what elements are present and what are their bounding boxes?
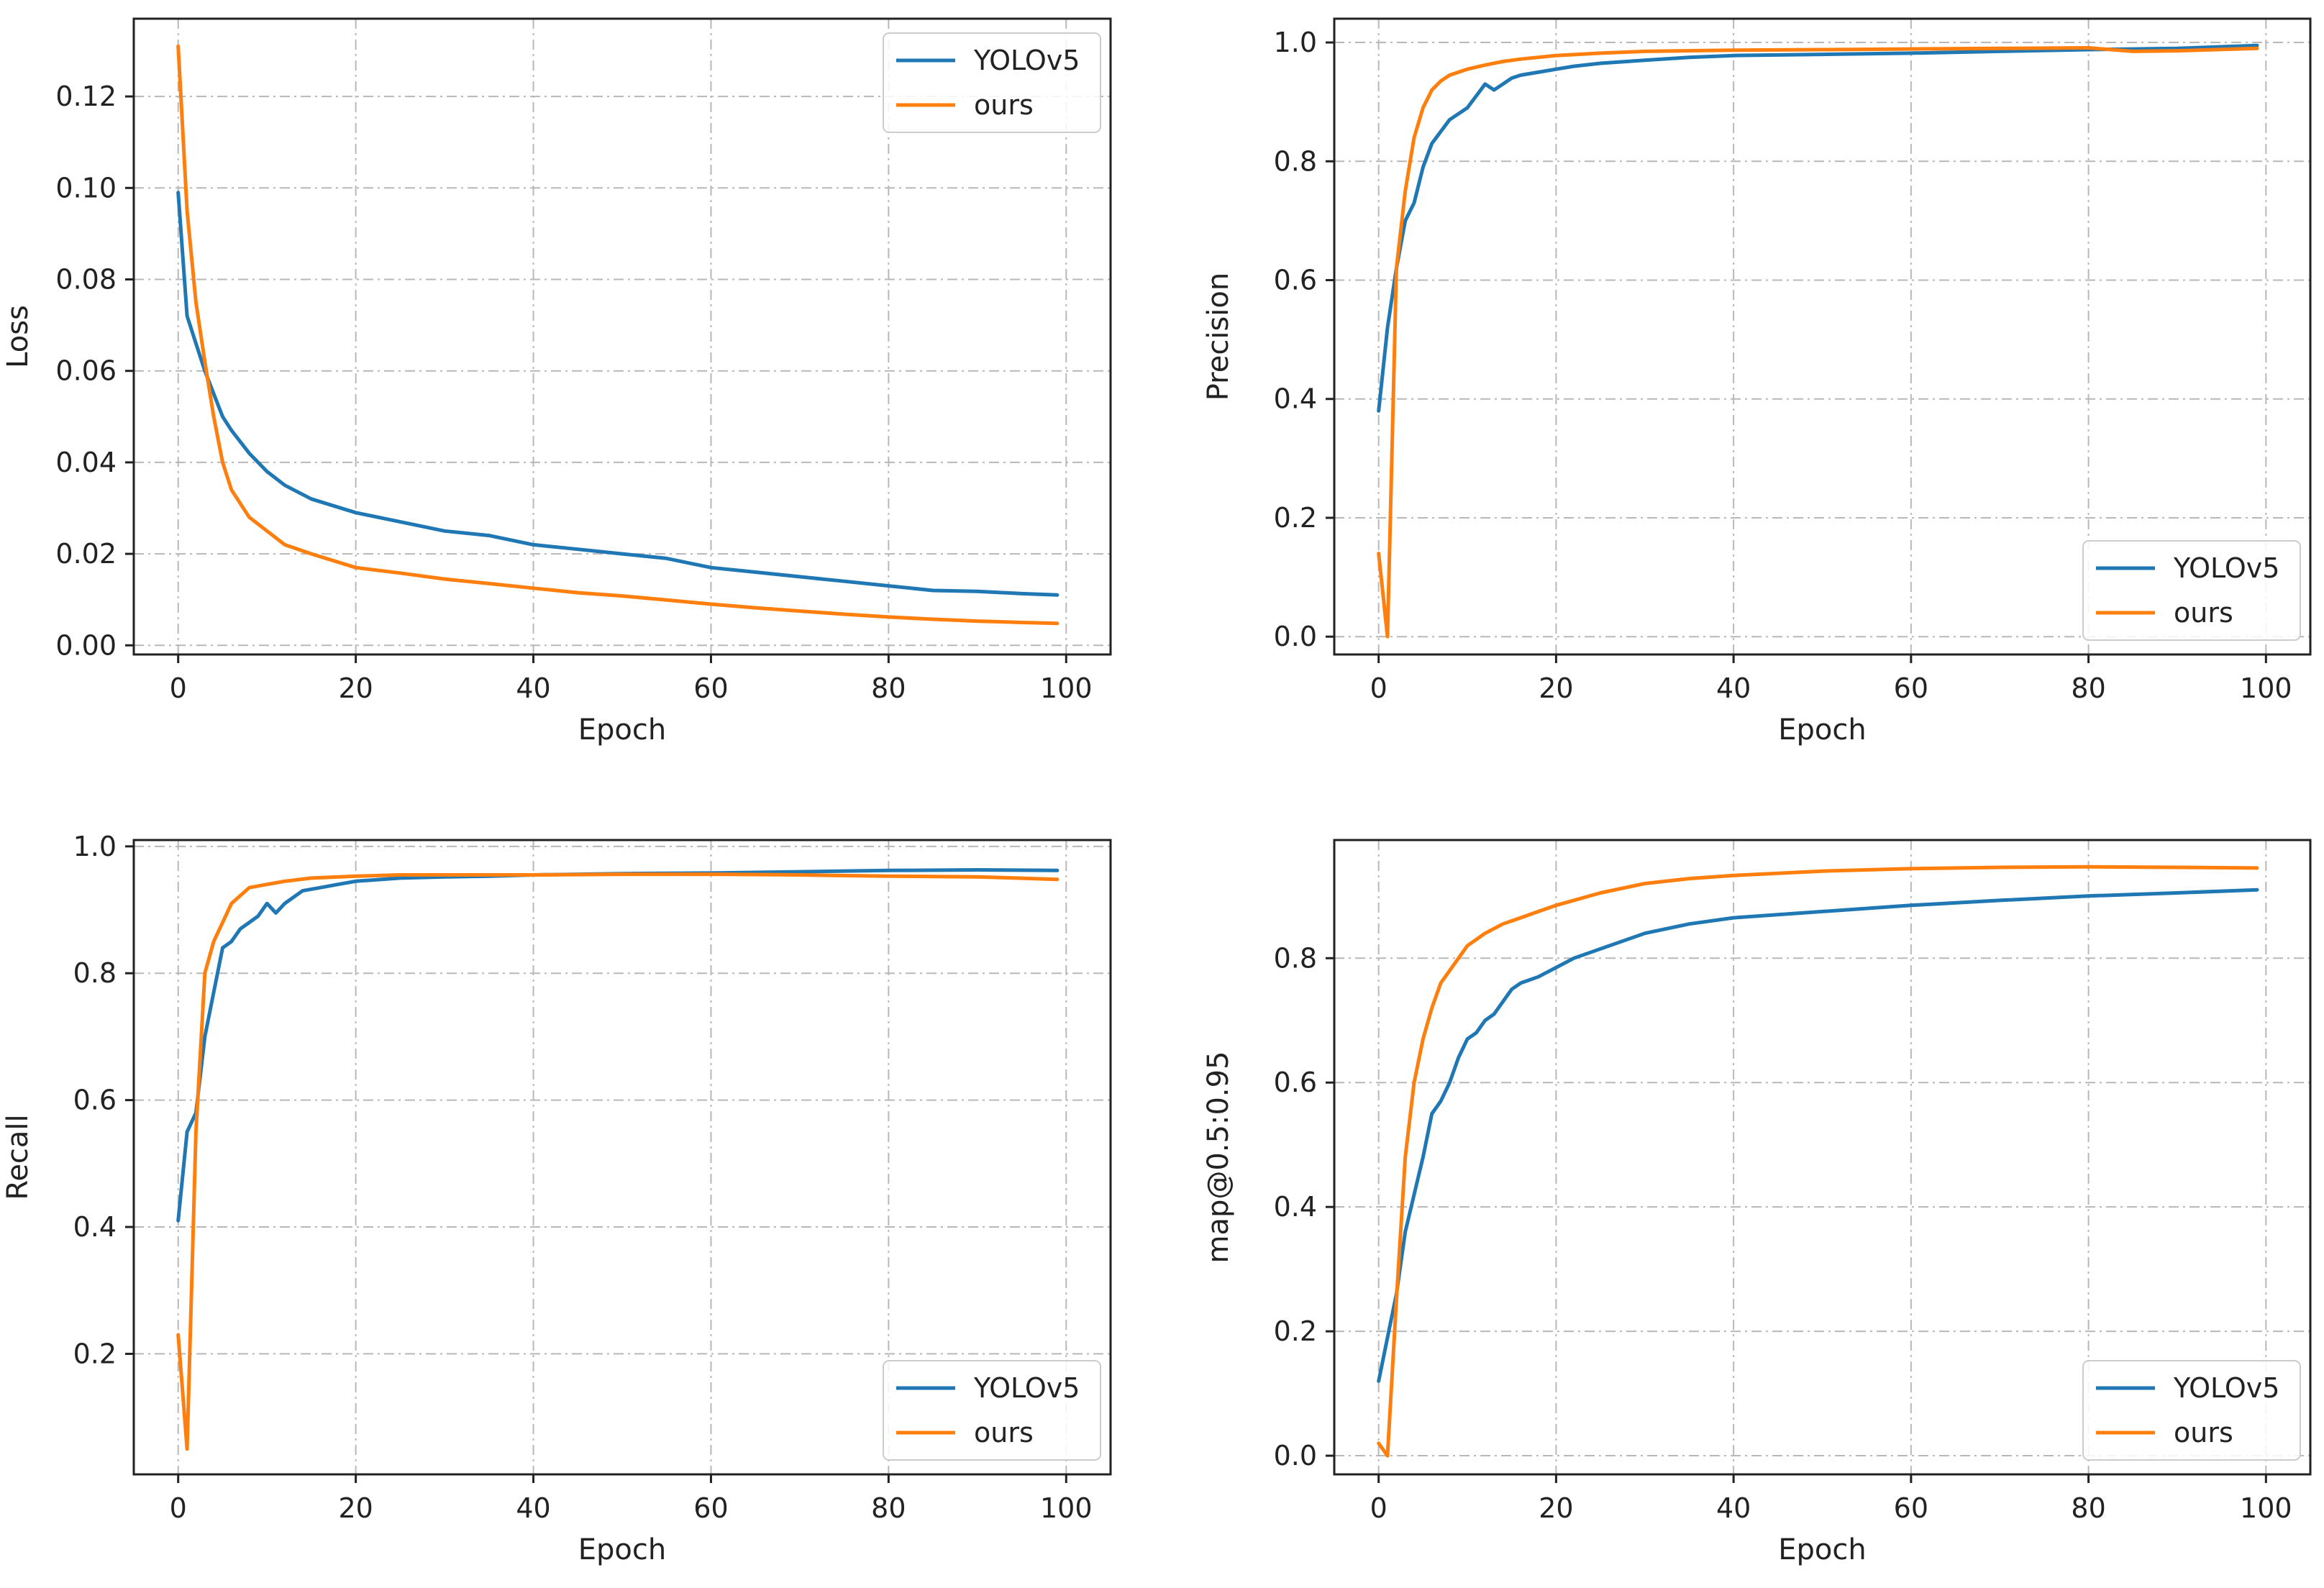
legend: YOLOv5 ours	[2082, 540, 2301, 641]
legend-label: YOLOv5	[973, 45, 1080, 76]
x-tick-label: 20	[338, 672, 373, 704]
y-tick-label: 0.06	[55, 355, 117, 387]
y-tick-label: 0.8	[73, 957, 117, 989]
map-chart: 0 20 40 60 80 100 0.0 0.2 0.4 0.6 0.8 Epoch map@0.5:…	[1202, 839, 2312, 1566]
legend-frame	[883, 32, 1101, 133]
x-tick-label: 100	[1040, 1492, 1093, 1524]
x-tick-label: 60	[693, 672, 728, 704]
x-tick-label: 0	[170, 672, 187, 704]
y-tick-label: 0.4	[1274, 1191, 1317, 1223]
y-tick-label: 0.00	[55, 629, 117, 661]
x-tick-label: 40	[516, 672, 550, 704]
series-line-yolov5	[1377, 43, 2259, 413]
y-tick-label: 0.2	[1274, 1315, 1317, 1347]
y-tick-label: 0.6	[1274, 1067, 1317, 1098]
y-tick-label: 0.2	[73, 1338, 117, 1369]
x-axis-label: Epoch	[578, 713, 666, 747]
y-tick-label: 1.0	[1274, 27, 1317, 58]
y-tick-label: 0.6	[1274, 265, 1317, 296]
x-tick-label: 0	[1370, 1492, 1387, 1524]
axes-frame	[1333, 839, 2312, 1476]
x-tick-label: 60	[1894, 1492, 1928, 1524]
axes-frame	[132, 17, 1112, 656]
y-tick-label: 0.12	[55, 81, 117, 112]
y-tick-label: 0.0	[1274, 1440, 1317, 1471]
y-tick-label: 0.10	[55, 172, 117, 204]
legend-label: YOLOv5	[2173, 1372, 2279, 1404]
y-tick-label: 0.8	[1274, 942, 1317, 974]
x-tick-label: 20	[1539, 672, 1573, 704]
y-tick-label: 0.8	[1274, 145, 1317, 177]
y-tick-label: 0.0	[1274, 621, 1317, 652]
x-tick-label: 80	[2071, 1492, 2105, 1524]
y-tick-label: 0.4	[73, 1211, 117, 1243]
y-tick-label: 1.0	[73, 831, 117, 862]
legend: YOLOv5 ours	[883, 32, 1101, 133]
x-tick-label: 40	[516, 1492, 550, 1524]
series-line-yolov5	[1377, 887, 2259, 1383]
x-tick-label: 80	[871, 672, 906, 704]
series-line-ours	[176, 872, 1060, 1451]
series-line-yolov5	[176, 191, 1060, 597]
x-tick-label: 100	[1040, 672, 1093, 704]
x-axis-label: Epoch	[1778, 1533, 1866, 1566]
y-axis-label: Recall	[1, 1114, 35, 1200]
legend-label: ours	[2174, 597, 2233, 629]
x-tick-label: 100	[2240, 1492, 2292, 1524]
x-tick-label: 100	[2240, 672, 2292, 704]
series-line-ours	[1377, 864, 2259, 1458]
y-tick-label: 0.4	[1274, 383, 1317, 415]
legend-label: YOLOv5	[973, 1372, 1080, 1404]
y-tick-label: 0.2	[1274, 502, 1317, 534]
legend-label: ours	[974, 1417, 1034, 1448]
y-axis-label: Precision	[1202, 273, 1235, 401]
x-tick-label: 0	[1370, 672, 1387, 704]
x-tick-label: 80	[871, 1492, 906, 1524]
recall-chart: 0 20 40 60 80 100 0.2 0.4 0.6 0.8 1.0 Epoch Recall YO…	[1, 831, 1112, 1566]
series-line-yolov5	[176, 868, 1060, 1223]
x-tick-label: 60	[693, 1492, 728, 1524]
legend: YOLOv5 ours	[883, 1360, 1101, 1461]
x-tick-label: 40	[1716, 1492, 1751, 1524]
axes-frame	[132, 839, 1112, 1476]
y-axis-label: map@0.5:0.95	[1202, 1051, 1235, 1263]
legend: YOLOv5 ours	[2082, 1360, 2301, 1461]
legend-frame	[2082, 540, 2301, 641]
series-line-ours	[1377, 46, 2259, 639]
y-axis-label: Loss	[1, 305, 35, 368]
legend-label: ours	[974, 89, 1034, 121]
x-axis-label: Epoch	[1778, 713, 1866, 747]
precision-chart: 0 20 40 60 80 100 0.0 0.2 0.4 0.6 0.8 1.0 Epoch Preci…	[1202, 17, 2312, 747]
legend-label: YOLOv5	[2173, 552, 2279, 584]
x-tick-label: 60	[1894, 672, 1928, 704]
loss-chart: 0 20 40 60 80 100 0.00 0.02 0.04 0.06 0.08 0.10 0.12…	[1, 17, 1112, 747]
y-tick-label: 0.6	[73, 1085, 117, 1116]
x-tick-label: 20	[338, 1492, 373, 1524]
y-tick-label: 0.08	[55, 264, 117, 296]
x-tick-label: 0	[170, 1492, 187, 1524]
y-tick-label: 0.04	[55, 447, 117, 478]
x-tick-label: 80	[2071, 672, 2105, 704]
legend-frame	[2082, 1360, 2301, 1461]
axes-frame	[1333, 17, 2312, 656]
legend-frame	[883, 1360, 1101, 1461]
y-tick-label: 0.02	[55, 538, 117, 570]
x-axis-label: Epoch	[578, 1533, 666, 1566]
legend-label: ours	[2174, 1417, 2233, 1448]
x-tick-label: 20	[1539, 1492, 1573, 1524]
x-tick-label: 40	[1716, 672, 1751, 704]
series-line-ours	[176, 44, 1060, 626]
